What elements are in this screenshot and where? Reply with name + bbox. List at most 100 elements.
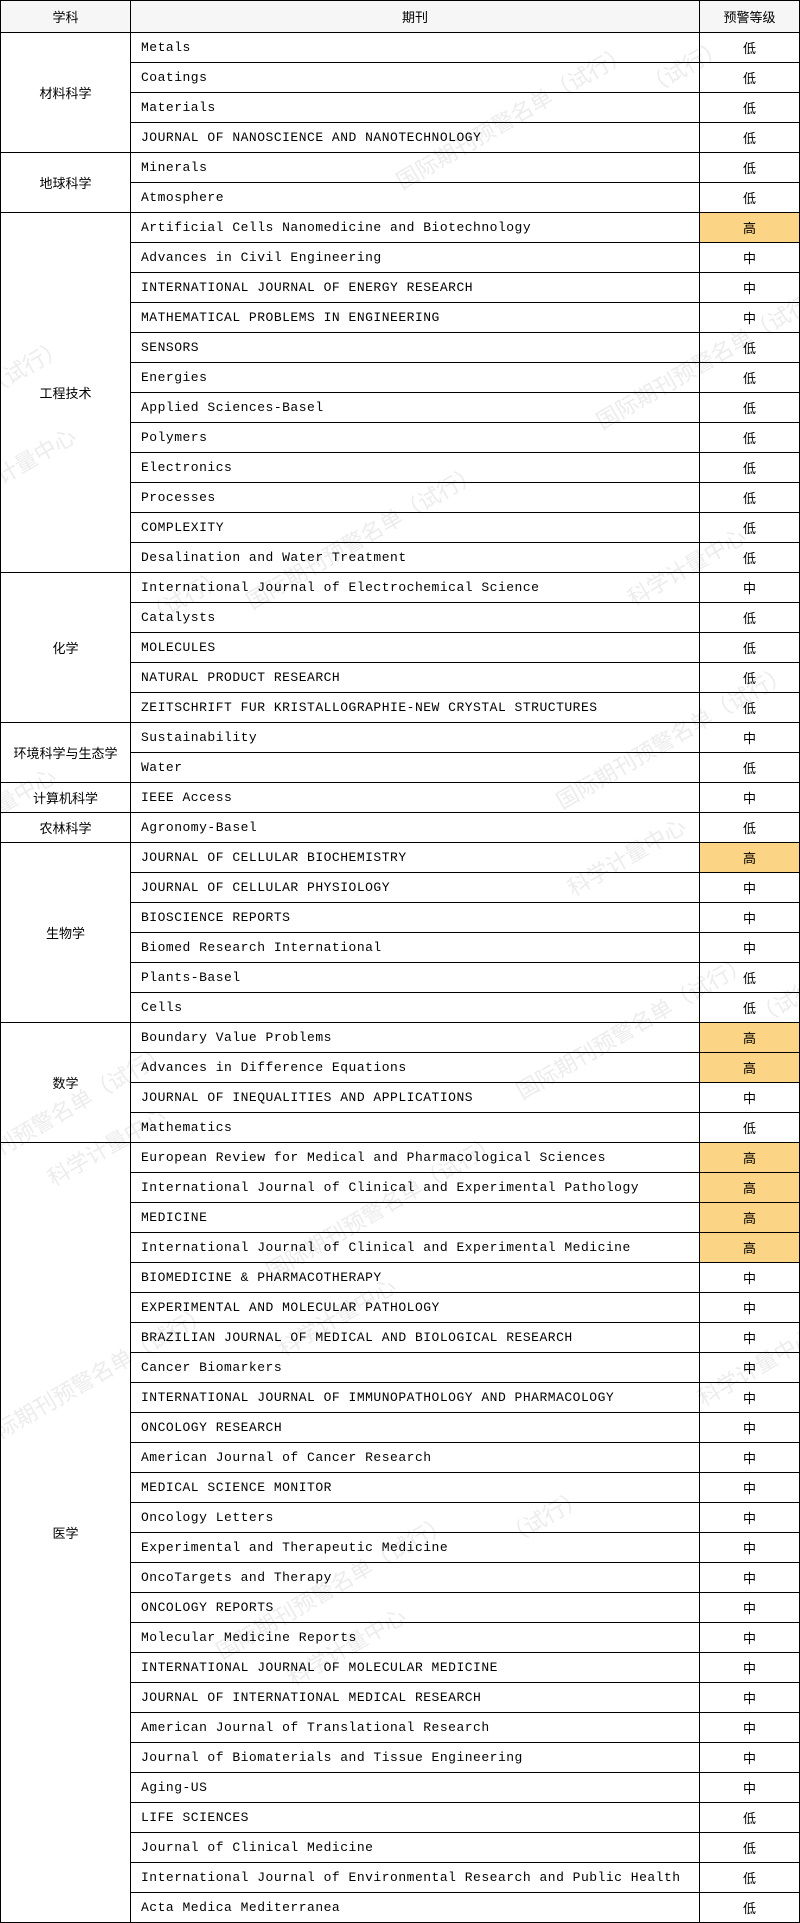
journal-cell: Desalination and Water Treatment — [131, 543, 700, 573]
level-cell: 低 — [700, 813, 800, 843]
journal-cell: MATHEMATICAL PROBLEMS IN ENGINEERING — [131, 303, 700, 333]
level-cell: 中 — [700, 1353, 800, 1383]
level-cell: 低 — [700, 633, 800, 663]
journal-cell: International Journal of Clinical and Ex… — [131, 1173, 700, 1203]
level-cell: 低 — [700, 603, 800, 633]
level-cell: 低 — [700, 153, 800, 183]
journal-cell: Water — [131, 753, 700, 783]
level-cell: 中 — [700, 1263, 800, 1293]
journal-cell: MEDICAL SCIENCE MONITOR — [131, 1473, 700, 1503]
journal-cell: Processes — [131, 483, 700, 513]
journal-cell: JOURNAL OF INTERNATIONAL MEDICAL RESEARC… — [131, 1683, 700, 1713]
level-cell: 中 — [700, 1323, 800, 1353]
journal-cell: Advances in Difference Equations — [131, 1053, 700, 1083]
table-row: 化学International Journal of Electrochemic… — [1, 573, 800, 603]
discipline-cell: 数学 — [1, 1023, 131, 1143]
level-cell: 低 — [700, 1893, 800, 1923]
journal-cell: COMPLEXITY — [131, 513, 700, 543]
level-cell: 中 — [700, 1503, 800, 1533]
level-cell: 低 — [700, 693, 800, 723]
level-cell: 中 — [700, 1413, 800, 1443]
level-cell: 低 — [700, 393, 800, 423]
table-header-row: 学科 期刊 预警等级 — [1, 1, 800, 33]
level-cell: 中 — [700, 1443, 800, 1473]
level-cell: 中 — [700, 573, 800, 603]
header-level: 预警等级 — [700, 1, 800, 33]
discipline-cell: 计算机科学 — [1, 783, 131, 813]
level-cell: 中 — [700, 1083, 800, 1113]
level-cell: 中 — [700, 303, 800, 333]
journal-cell: Advances in Civil Engineering — [131, 243, 700, 273]
discipline-cell: 农林科学 — [1, 813, 131, 843]
level-cell: 低 — [700, 1803, 800, 1833]
level-cell: 中 — [700, 1653, 800, 1683]
journal-cell: Catalysts — [131, 603, 700, 633]
journal-cell: Aging-US — [131, 1773, 700, 1803]
journal-cell: Plants-Basel — [131, 963, 700, 993]
table-row: 生物学JOURNAL OF CELLULAR BIOCHEMISTRY高 — [1, 843, 800, 873]
discipline-cell: 材料科学 — [1, 33, 131, 153]
level-cell: 中 — [700, 1683, 800, 1713]
level-cell: 低 — [700, 1113, 800, 1143]
journal-cell: Agronomy-Basel — [131, 813, 700, 843]
journal-cell: OncoTargets and Therapy — [131, 1563, 700, 1593]
journal-cell: JOURNAL OF INEQUALITIES AND APPLICATIONS — [131, 1083, 700, 1113]
level-cell: 低 — [700, 663, 800, 693]
table-row: 环境科学与生态学Sustainability中 — [1, 723, 800, 753]
table-row: 工程技术Artificial Cells Nanomedicine and Bi… — [1, 213, 800, 243]
table-row: 地球科学Minerals低 — [1, 153, 800, 183]
level-cell: 低 — [700, 453, 800, 483]
journal-cell: Materials — [131, 93, 700, 123]
journal-cell: BIOSCIENCE REPORTS — [131, 903, 700, 933]
journal-cell: International Journal of Clinical and Ex… — [131, 1233, 700, 1263]
level-cell: 低 — [700, 543, 800, 573]
level-cell: 低 — [700, 423, 800, 453]
journal-cell: ONCOLOGY RESEARCH — [131, 1413, 700, 1443]
journal-cell: MEDICINE — [131, 1203, 700, 1233]
table-row: 医学European Review for Medical and Pharma… — [1, 1143, 800, 1173]
journal-cell: American Journal of Translational Resear… — [131, 1713, 700, 1743]
journal-cell: Atmosphere — [131, 183, 700, 213]
header-journal: 期刊 — [131, 1, 700, 33]
journal-cell: Metals — [131, 33, 700, 63]
level-cell: 低 — [700, 753, 800, 783]
level-cell: 高 — [700, 213, 800, 243]
journal-cell: LIFE SCIENCES — [131, 1803, 700, 1833]
journal-cell: Journal of Clinical Medicine — [131, 1833, 700, 1863]
journal-cell: INTERNATIONAL JOURNAL OF MOLECULAR MEDIC… — [131, 1653, 700, 1683]
journal-cell: Sustainability — [131, 723, 700, 753]
discipline-cell: 生物学 — [1, 843, 131, 1023]
level-cell: 中 — [700, 273, 800, 303]
level-cell: 低 — [700, 1833, 800, 1863]
table-row: 材料科学Metals低 — [1, 33, 800, 63]
journal-cell: Minerals — [131, 153, 700, 183]
journal-cell: Energies — [131, 363, 700, 393]
journal-cell: International Journal of Environmental R… — [131, 1863, 700, 1893]
journal-cell: BIOMEDICINE & PHARMACOTHERAPY — [131, 1263, 700, 1293]
journal-cell: Cells — [131, 993, 700, 1023]
table-row: 农林科学Agronomy-Basel低 — [1, 813, 800, 843]
level-cell: 中 — [700, 1623, 800, 1653]
journal-cell: BRAZILIAN JOURNAL OF MEDICAL AND BIOLOGI… — [131, 1323, 700, 1353]
journal-cell: Boundary Value Problems — [131, 1023, 700, 1053]
journal-cell: Acta Medica Mediterranea — [131, 1893, 700, 1923]
journal-cell: European Review for Medical and Pharmaco… — [131, 1143, 700, 1173]
discipline-cell: 地球科学 — [1, 153, 131, 213]
journal-cell: American Journal of Cancer Research — [131, 1443, 700, 1473]
level-cell: 中 — [700, 1743, 800, 1773]
level-cell: 中 — [700, 933, 800, 963]
journal-cell: ONCOLOGY REPORTS — [131, 1593, 700, 1623]
level-cell: 高 — [700, 1053, 800, 1083]
level-cell: 高 — [700, 1203, 800, 1233]
level-cell: 中 — [700, 873, 800, 903]
level-cell: 中 — [700, 1473, 800, 1503]
journal-cell: Polymers — [131, 423, 700, 453]
level-cell: 高 — [700, 1023, 800, 1053]
journal-cell: Artificial Cells Nanomedicine and Biotec… — [131, 213, 700, 243]
level-cell: 低 — [700, 513, 800, 543]
journal-cell: Mathematics — [131, 1113, 700, 1143]
level-cell: 低 — [700, 183, 800, 213]
table-row: 计算机科学IEEE Access中 — [1, 783, 800, 813]
level-cell: 中 — [700, 1593, 800, 1623]
journal-cell: Coatings — [131, 63, 700, 93]
